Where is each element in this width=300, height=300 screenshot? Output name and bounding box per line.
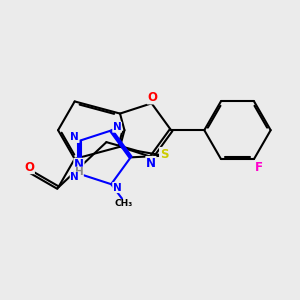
Text: S: S [160, 148, 168, 160]
Text: H: H [74, 167, 83, 177]
Text: N: N [113, 182, 122, 193]
Text: O: O [24, 160, 34, 174]
Text: N: N [70, 132, 79, 142]
Text: N: N [74, 158, 84, 171]
Text: CH₃: CH₃ [115, 199, 133, 208]
Text: F: F [255, 161, 263, 174]
Text: N: N [113, 122, 122, 132]
Text: N: N [70, 172, 79, 182]
Text: O: O [147, 91, 157, 104]
Text: N: N [146, 157, 156, 169]
